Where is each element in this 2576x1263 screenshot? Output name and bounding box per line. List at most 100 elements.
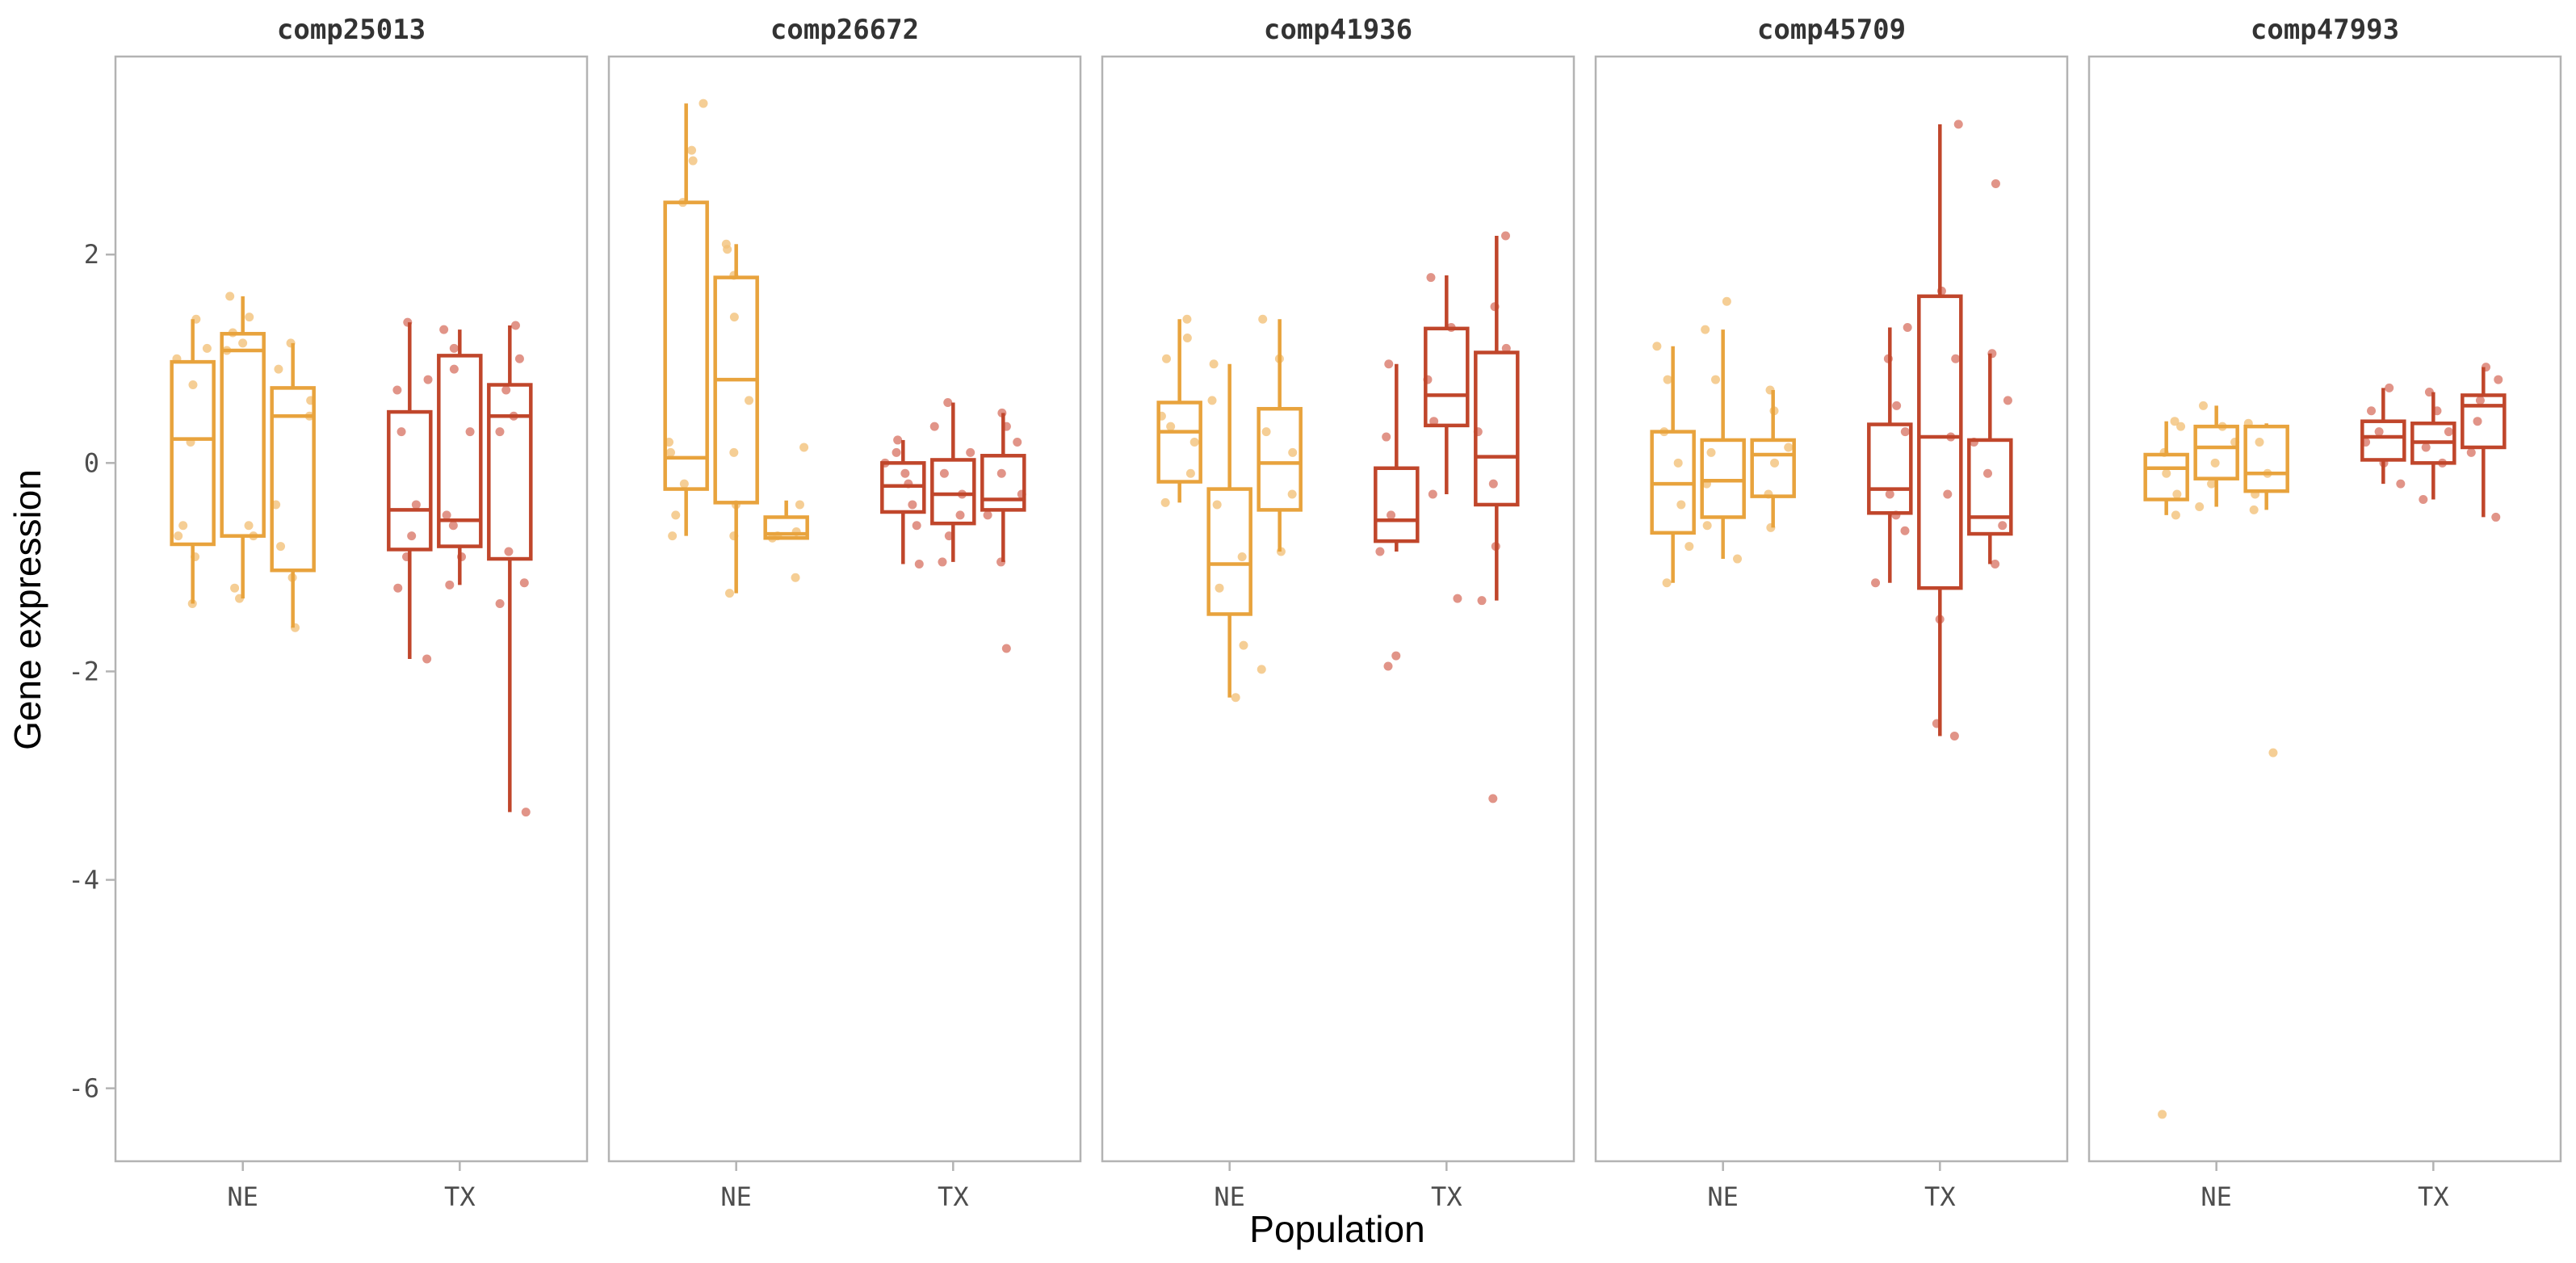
data-point [178, 521, 188, 531]
box [1374, 466, 1420, 543]
data-point [2385, 383, 2394, 392]
x-tick-label: TX [444, 1181, 476, 1212]
data-point [439, 325, 449, 334]
data-point [2444, 427, 2453, 437]
data-point [2172, 489, 2182, 499]
data-point [449, 364, 459, 374]
data-point [174, 531, 183, 541]
box [487, 383, 533, 561]
data-point [2198, 401, 2208, 410]
data-point [943, 397, 953, 407]
data-point [699, 99, 708, 108]
x-tick-label: TX [2418, 1181, 2449, 1212]
box [763, 515, 809, 540]
data-point [1453, 594, 1462, 603]
data-point [1673, 458, 1683, 468]
data-point [1663, 375, 1672, 384]
data-point [1991, 178, 2000, 188]
data-point [912, 521, 921, 531]
data-point [514, 354, 524, 363]
data-point [1257, 665, 1266, 674]
data-point [745, 396, 754, 405]
data-point [407, 531, 417, 541]
y-tick-label: 0 [84, 447, 99, 478]
data-point [929, 422, 939, 431]
data-point [1949, 731, 1959, 741]
data-point [1706, 447, 1716, 457]
box [220, 332, 266, 538]
data-point [1943, 489, 1953, 499]
data-point [1391, 651, 1401, 661]
data-point [666, 447, 676, 457]
data-point [519, 578, 529, 588]
data-point [423, 375, 433, 384]
data-point [1426, 273, 1436, 283]
box [387, 409, 433, 552]
data-point [893, 435, 903, 445]
data-point [1701, 325, 1710, 334]
box [437, 354, 483, 548]
box [1424, 326, 1470, 428]
data-point [274, 364, 283, 374]
data-point [1652, 342, 1662, 351]
data-point [1288, 447, 1298, 457]
data-point [202, 343, 212, 353]
data-point [687, 145, 697, 155]
data-point [1207, 396, 1217, 405]
data-point [244, 521, 254, 531]
box [1206, 487, 1252, 616]
data-point [1375, 547, 1385, 556]
data-point [908, 500, 917, 510]
box [170, 359, 216, 547]
data-point [1488, 794, 1498, 804]
data-point [2396, 479, 2406, 489]
data-point [892, 447, 901, 457]
y-axis: 2 0 -2 -4 -6 [68, 239, 115, 1104]
data-point [2176, 422, 2186, 431]
x-tick-label: NE [2201, 1181, 2232, 1212]
box [1474, 350, 1520, 507]
data-point [1711, 375, 1721, 384]
box [270, 386, 316, 573]
data-point [2367, 406, 2377, 416]
data-point [2171, 510, 2180, 520]
box [713, 275, 759, 505]
y-tick-label: 2 [84, 239, 99, 270]
data-point [2491, 512, 2501, 522]
data-point [2249, 505, 2259, 514]
data-point [1209, 359, 1219, 369]
data-point [2374, 427, 2384, 437]
data-point [914, 560, 924, 569]
data-point [2421, 443, 2431, 452]
data-point [1903, 323, 1912, 333]
data-point [1428, 489, 1437, 499]
data-point [688, 156, 698, 166]
data-point [188, 380, 198, 390]
y-tick-label: -2 [68, 656, 99, 686]
data-point [445, 580, 455, 590]
data-point [1770, 458, 1780, 468]
data-point [510, 321, 520, 330]
x-tick-label: NE [720, 1181, 752, 1212]
data-point [1182, 333, 1192, 342]
data-point [1900, 427, 1910, 437]
data-point [1684, 542, 1694, 552]
box [2360, 419, 2406, 462]
data-point [1477, 596, 1487, 606]
data-point [1382, 432, 1391, 442]
data-point [1182, 314, 1192, 324]
panel-title: comp45709 [1757, 14, 1906, 46]
y-tick-label: -4 [68, 865, 99, 896]
panel-border [607, 55, 1082, 1163]
panel-title: comp41936 [1264, 14, 1412, 46]
data-point [1871, 578, 1881, 588]
data-point [1215, 583, 1224, 593]
data-point [729, 447, 739, 457]
data-point [996, 468, 1006, 478]
x-tick-label: TX [1924, 1181, 1956, 1212]
box [2243, 424, 2289, 493]
panel-border [1101, 55, 1575, 1163]
data-point [2162, 468, 2171, 478]
